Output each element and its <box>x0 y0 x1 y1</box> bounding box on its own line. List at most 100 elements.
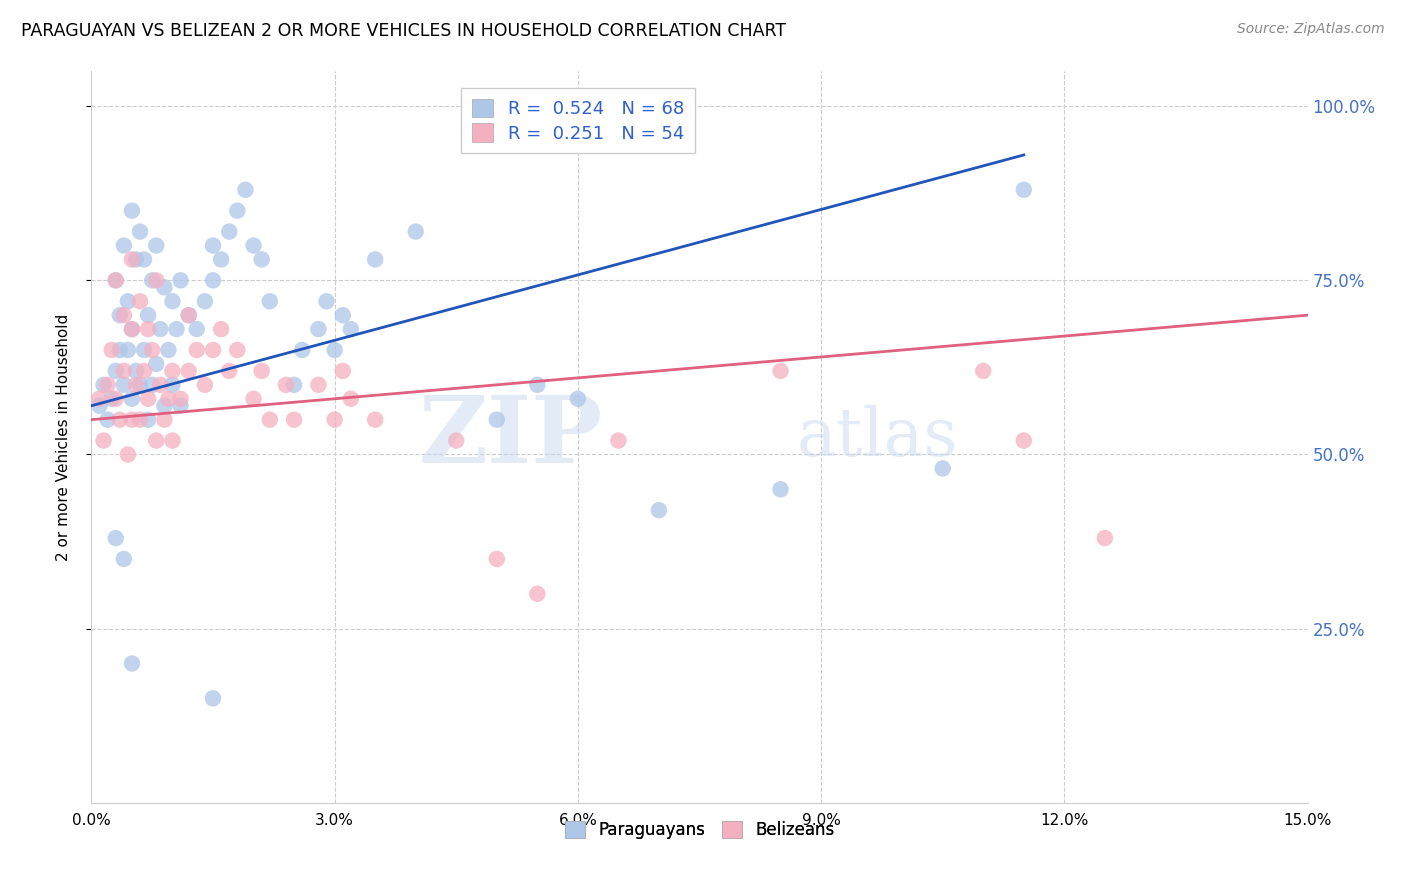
Text: PARAGUAYAN VS BELIZEAN 2 OR MORE VEHICLES IN HOUSEHOLD CORRELATION CHART: PARAGUAYAN VS BELIZEAN 2 OR MORE VEHICLE… <box>21 22 786 40</box>
Point <box>121 203 143 218</box>
Point <box>104 273 127 287</box>
Point <box>283 412 305 426</box>
Point <box>100 343 122 357</box>
Point <box>93 434 115 448</box>
Text: Source: ZipAtlas.com: Source: ZipAtlas.com <box>1237 22 1385 37</box>
Point <box>209 322 232 336</box>
Point <box>157 343 180 357</box>
Point <box>364 412 387 426</box>
Point <box>242 392 264 406</box>
Point <box>108 343 131 357</box>
Point <box>104 273 127 287</box>
Point <box>315 294 337 309</box>
Point <box>125 364 148 378</box>
Point <box>931 461 953 475</box>
Point <box>226 203 249 218</box>
Point <box>323 343 346 357</box>
Point <box>125 377 148 392</box>
Point <box>104 392 127 406</box>
Point <box>177 308 200 322</box>
Point <box>323 412 346 426</box>
Y-axis label: 2 or more Vehicles in Household: 2 or more Vehicles in Household <box>56 313 70 561</box>
Point <box>125 252 148 267</box>
Point <box>1012 183 1035 197</box>
Text: ZIP: ZIP <box>418 392 602 482</box>
Point <box>226 343 249 357</box>
Point <box>169 392 191 406</box>
Point <box>526 587 548 601</box>
Point <box>121 657 143 671</box>
Point <box>291 343 314 357</box>
Point <box>169 273 191 287</box>
Point <box>485 552 508 566</box>
Point <box>177 308 200 322</box>
Point <box>129 412 152 426</box>
Point <box>112 552 135 566</box>
Point <box>149 377 172 392</box>
Point <box>112 238 135 252</box>
Point <box>186 322 208 336</box>
Point <box>100 392 122 406</box>
Point <box>136 322 159 336</box>
Point <box>93 377 115 392</box>
Point <box>129 377 152 392</box>
Point <box>283 377 305 392</box>
Point <box>136 392 159 406</box>
Point <box>108 412 131 426</box>
Point <box>129 225 152 239</box>
Point <box>405 225 427 239</box>
Point <box>153 412 176 426</box>
Point <box>162 377 184 392</box>
Point <box>194 294 217 309</box>
Point <box>132 252 155 267</box>
Point <box>340 322 363 336</box>
Point <box>648 503 671 517</box>
Point <box>307 377 329 392</box>
Point <box>104 531 127 545</box>
Point <box>202 273 225 287</box>
Point <box>145 434 167 448</box>
Point <box>526 377 548 392</box>
Point <box>149 322 172 336</box>
Point <box>250 364 273 378</box>
Point <box>259 412 281 426</box>
Point <box>186 343 208 357</box>
Point <box>112 364 135 378</box>
Point <box>121 322 143 336</box>
Point <box>121 322 143 336</box>
Point <box>132 343 155 357</box>
Point <box>121 392 143 406</box>
Point <box>242 238 264 252</box>
Point <box>162 294 184 309</box>
Point <box>202 238 225 252</box>
Point <box>162 434 184 448</box>
Point <box>1094 531 1116 545</box>
Point <box>112 308 135 322</box>
Point <box>1012 434 1035 448</box>
Legend: Paraguayans, Belizeans: Paraguayans, Belizeans <box>555 811 844 849</box>
Point <box>145 273 167 287</box>
Point <box>141 377 163 392</box>
Point <box>117 343 139 357</box>
Point <box>567 392 589 406</box>
Point <box>97 377 120 392</box>
Point <box>112 377 135 392</box>
Point <box>202 691 225 706</box>
Point <box>153 399 176 413</box>
Point <box>97 412 120 426</box>
Point <box>129 294 152 309</box>
Point <box>202 343 225 357</box>
Point <box>145 238 167 252</box>
Point <box>340 392 363 406</box>
Point <box>250 252 273 267</box>
Point <box>218 225 240 239</box>
Point <box>332 364 354 378</box>
Point <box>218 364 240 378</box>
Point <box>194 377 217 392</box>
Point <box>141 273 163 287</box>
Point <box>121 412 143 426</box>
Point <box>89 392 111 406</box>
Point <box>307 322 329 336</box>
Point <box>136 412 159 426</box>
Point <box>444 434 467 448</box>
